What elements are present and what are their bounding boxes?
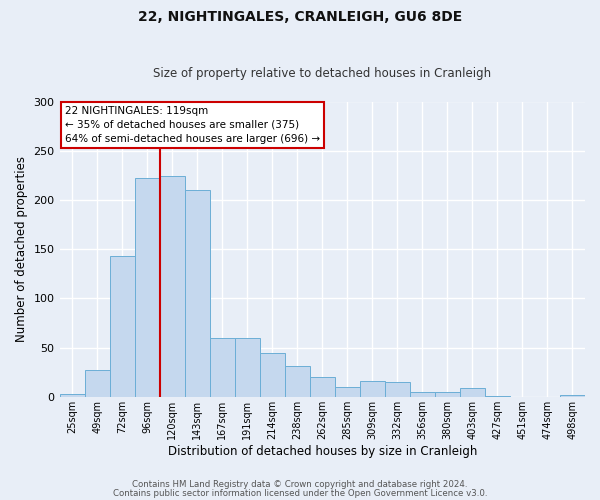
- Bar: [85, 370, 110, 397]
- Bar: [235, 338, 260, 397]
- Bar: [285, 366, 310, 397]
- Bar: [560, 395, 585, 397]
- Bar: [260, 354, 285, 397]
- Bar: [335, 387, 360, 397]
- Text: 22, NIGHTINGALES, CRANLEIGH, GU6 8DE: 22, NIGHTINGALES, CRANLEIGH, GU6 8DE: [138, 10, 462, 24]
- Bar: [209, 338, 235, 397]
- X-axis label: Distribution of detached houses by size in Cranleigh: Distribution of detached houses by size …: [167, 444, 477, 458]
- Bar: [59, 394, 85, 397]
- Bar: [485, 396, 510, 397]
- Bar: [460, 388, 485, 397]
- Bar: [134, 178, 160, 397]
- Bar: [160, 176, 185, 397]
- Bar: [110, 256, 134, 397]
- Text: Contains HM Land Registry data © Crown copyright and database right 2024.: Contains HM Land Registry data © Crown c…: [132, 480, 468, 489]
- Bar: [185, 190, 209, 397]
- Bar: [385, 382, 410, 397]
- Bar: [310, 377, 335, 397]
- Y-axis label: Number of detached properties: Number of detached properties: [15, 156, 28, 342]
- Text: Contains public sector information licensed under the Open Government Licence v3: Contains public sector information licen…: [113, 489, 487, 498]
- Text: 22 NIGHTINGALES: 119sqm
← 35% of detached houses are smaller (375)
64% of semi-d: 22 NIGHTINGALES: 119sqm ← 35% of detache…: [65, 106, 320, 144]
- Bar: [410, 392, 435, 397]
- Bar: [435, 392, 460, 397]
- Bar: [360, 381, 385, 397]
- Title: Size of property relative to detached houses in Cranleigh: Size of property relative to detached ho…: [153, 66, 491, 80]
